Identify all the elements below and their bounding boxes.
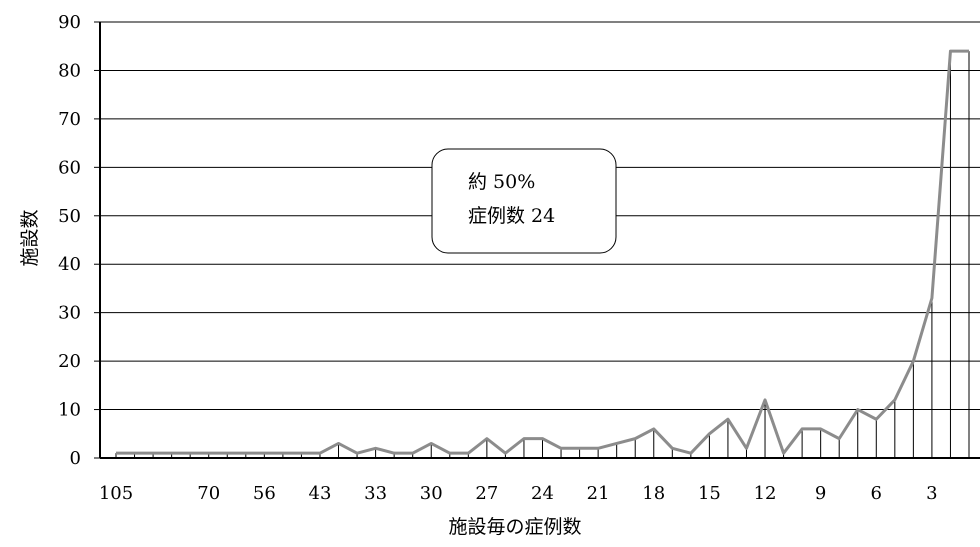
series-layer [116, 49, 969, 455]
x-tick-label-33: 33 [364, 483, 387, 504]
x-tick-label-70: 70 [197, 483, 220, 504]
y-tick-label-30: 30 [58, 303, 81, 324]
y-tick-label-40: 40 [58, 254, 81, 275]
x-tick-label-30: 30 [420, 483, 443, 504]
y-tick-label-80: 80 [58, 60, 81, 81]
x-tick-label-21: 21 [587, 483, 610, 504]
callout-line-1: 約 50% [468, 171, 535, 193]
x-axis-title: 施設毎の症例数 [448, 516, 581, 538]
x-tick-label-3: 3 [926, 483, 937, 504]
y-tick-label-20: 20 [58, 351, 81, 372]
x-tick-label-24: 24 [531, 483, 554, 504]
y-axis-title: 施設数 [19, 209, 41, 266]
y-tick-label-90: 90 [58, 12, 81, 33]
y-tick-label-10: 10 [58, 400, 81, 421]
x-tick-label-9: 9 [815, 483, 826, 504]
x-tick-label-6: 6 [871, 483, 882, 504]
x-tick-label-15: 15 [698, 483, 721, 504]
y-tick-labels: 0 10 20 30 40 50 60 70 80 90 [58, 12, 81, 469]
series-line [116, 49, 969, 455]
callout-rect [431, 148, 617, 254]
callout-box: 約 50% 症例数 24 [431, 148, 617, 254]
x-tick-label-43: 43 [309, 483, 332, 504]
callout-line-2: 症例数 24 [468, 205, 555, 227]
y-tick-label-0: 0 [70, 448, 81, 469]
drop-lines [115, 51, 970, 458]
axes [94, 21, 980, 459]
x-tick-label-56: 56 [253, 483, 276, 504]
x-tick-label-105: 105 [99, 483, 133, 504]
y-tick-label-50: 50 [58, 206, 81, 227]
y-tick-label-60: 60 [58, 157, 81, 178]
x-tick-label-12: 12 [754, 483, 777, 504]
x-tick-labels: 105 70 56 43 33 30 27 24 21 18 15 12 9 6 3 [99, 483, 938, 504]
x-tick-label-18: 18 [642, 483, 665, 504]
x-tick-label-27: 27 [475, 483, 498, 504]
y-tick-label-70: 70 [58, 109, 81, 130]
